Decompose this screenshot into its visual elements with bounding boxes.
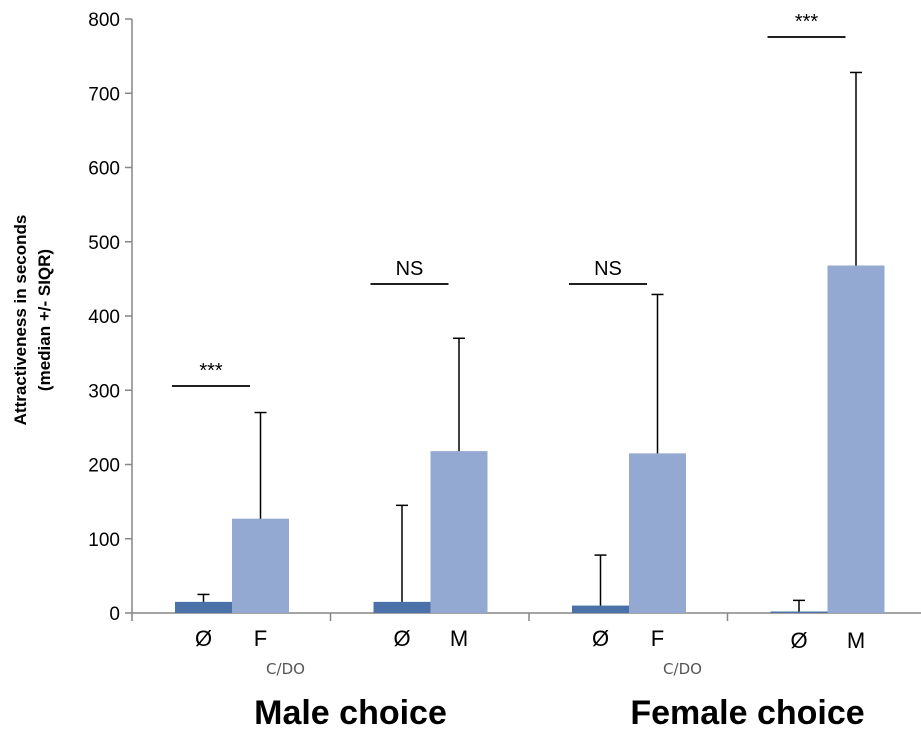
category-label: M <box>450 626 468 651</box>
y-axis-label-line: (median +/- SIQR) <box>35 249 54 391</box>
group-sublabel: C/DO <box>663 660 702 678</box>
y-tick-label: 300 <box>88 381 120 402</box>
bar <box>373 601 431 613</box>
y-axis-label: Attractiveness in seconds (median +/- SIQ… <box>11 215 54 426</box>
significance-label: NS <box>594 258 622 280</box>
y-tick-label: 200 <box>88 456 120 477</box>
category-label: F <box>254 626 267 651</box>
category-label: M <box>847 628 865 653</box>
significance-label: NS <box>396 258 424 280</box>
group-label: Female choice <box>630 694 864 730</box>
y-tick-label: 800 <box>88 10 120 31</box>
bar <box>629 453 686 613</box>
significance-label: *** <box>199 360 223 382</box>
bars <box>175 71 885 613</box>
bar <box>175 601 232 613</box>
significance-label: *** <box>795 11 819 33</box>
bar <box>572 605 629 613</box>
category-label: Ø <box>393 626 410 651</box>
bar <box>827 265 885 613</box>
category-label: Ø <box>790 628 807 653</box>
y-tick-label: 500 <box>88 233 120 254</box>
y-tick-label: 600 <box>88 159 120 180</box>
category-label: F <box>651 626 664 651</box>
bar <box>232 518 289 613</box>
group-label: Male choice <box>254 694 447 730</box>
y-tick-label: 400 <box>88 307 120 328</box>
y-tick-label: 100 <box>88 530 120 551</box>
category-label: Ø <box>592 626 609 651</box>
y-axis-label-line: Attractiveness in seconds <box>11 215 30 426</box>
bar <box>430 451 488 613</box>
y-tick-label: 0 <box>109 604 120 625</box>
category-label: Ø <box>195 626 212 651</box>
group-sublabel: C/DO <box>266 660 305 678</box>
bar <box>770 611 828 613</box>
labels: 0 100 200 300 400 500 600 700 800 Attractiveness … <box>11 10 865 730</box>
y-tick-label: 700 <box>88 84 120 105</box>
